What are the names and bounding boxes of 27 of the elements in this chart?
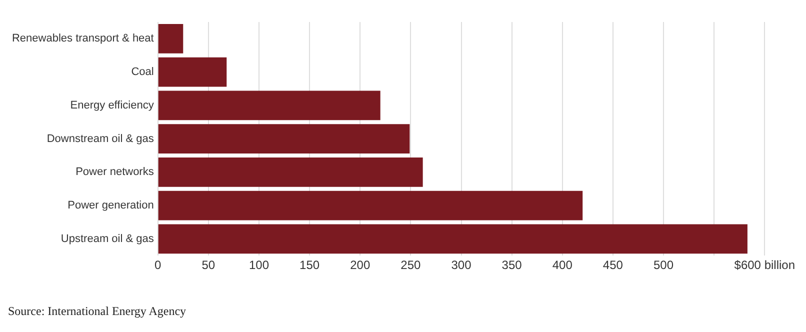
y-tick-label: Energy efficiency (70, 99, 154, 112)
y-tick-label: Power networks (76, 166, 154, 178)
y-tick-label: Coal (131, 66, 154, 78)
y-tick-label: Upstream oil & gas (60, 232, 154, 245)
x-tick-label: 50 (202, 258, 216, 272)
x-tick-label: $600 billion (734, 258, 795, 272)
x-tick-label: 250 (400, 258, 422, 272)
bar (158, 57, 227, 87)
bar (158, 224, 748, 254)
x-tick-label: 0 (154, 258, 162, 272)
x-tick-label: 500 (653, 258, 674, 272)
source-note: Source: International Energy Agency (8, 304, 188, 319)
x-tick-label: 350 (502, 258, 522, 272)
x-tick-label: 150 (300, 258, 320, 272)
y-tick-label: Downstream oil & gas (46, 132, 154, 145)
x-tick-label: 450 (602, 258, 624, 272)
y-tick-label: Renewables transport & heat (12, 32, 154, 45)
x-tick-label: 200 (350, 258, 370, 272)
x-tick-label: 100 (248, 258, 270, 272)
x-tick-label: 400 (552, 258, 573, 272)
x-tick-label: 300 (451, 258, 472, 272)
bar (158, 24, 184, 54)
bar (158, 90, 380, 120)
bar (158, 157, 423, 187)
y-tick-label: Power generation (68, 200, 154, 212)
bar (158, 190, 583, 220)
bar (158, 124, 410, 154)
